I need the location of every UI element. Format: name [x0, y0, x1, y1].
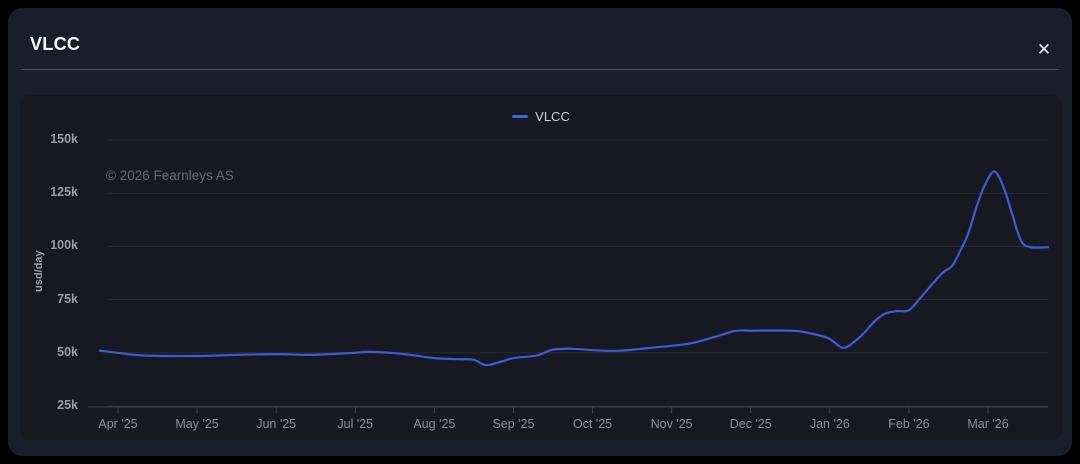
vlcc-dialog-card: VLCC ✕ VLCC © 2026 Fearnleys AS usd/day …: [8, 8, 1072, 456]
gridlines: [108, 139, 1048, 407]
x-axis: [88, 406, 1048, 413]
chart-panel: VLCC © 2026 Fearnleys AS usd/day 25k 50k 7…: [20, 95, 1062, 440]
x-tick-label: Jan '26: [809, 417, 850, 431]
x-tick-label: Nov '25: [650, 417, 693, 431]
x-tick-label: Jul '25: [337, 417, 374, 431]
y-tick-label: 125k: [50, 185, 78, 200]
y-tick-label: 50k: [57, 344, 78, 359]
legend-line-swatch: [512, 115, 529, 118]
x-tick-label: Sep '25: [492, 417, 535, 431]
y-tick-label: 100k: [50, 238, 78, 253]
dialog-title: VLCC: [30, 34, 81, 54]
x-tick-label: Jun '25: [256, 417, 297, 431]
vlcc-series-line: [98, 170, 1050, 367]
x-tick-label: Feb '26: [888, 417, 930, 431]
x-tick-label: Mar '26: [967, 417, 1009, 431]
y-tick-label: 25k: [57, 398, 78, 412]
close-button[interactable]: ✕: [1030, 36, 1058, 64]
x-tick-label: Apr '25: [98, 417, 138, 431]
y-tick-label: 75k: [57, 291, 78, 306]
close-icon: ✕: [1036, 40, 1052, 59]
header-divider: [21, 69, 1059, 70]
x-tick-label: Oct '25: [572, 417, 613, 431]
y-tick-label: 150k: [50, 132, 78, 146]
x-tick-label: Aug '25: [413, 417, 456, 431]
x-tick-label: Dec '25: [729, 417, 772, 431]
chart-legend[interactable]: VLCC: [20, 109, 1062, 124]
copyright-watermark: © 2026 Fearnleys AS: [106, 168, 234, 183]
x-tick-label: May '25: [175, 417, 219, 431]
legend-series-label: VLCC: [535, 109, 570, 124]
dialog-header: VLCC ✕: [8, 8, 1072, 70]
line-chart: [88, 139, 1050, 413]
